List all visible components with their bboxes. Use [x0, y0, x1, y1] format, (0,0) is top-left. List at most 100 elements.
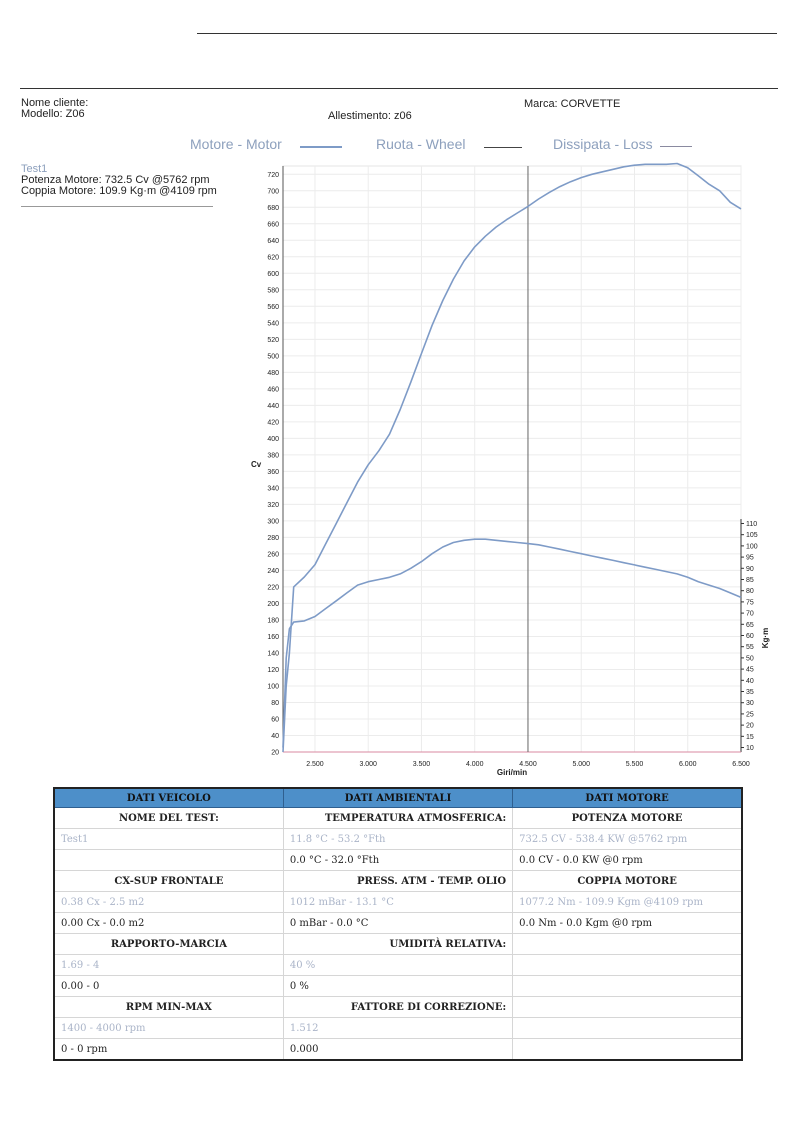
y2-tick-label: 85: [746, 577, 754, 584]
test-name: Test1: [21, 163, 48, 175]
marca-label: Marca: CORVETTE: [524, 98, 621, 110]
table-label-cell: NOME DEL TEST:: [53, 807, 284, 829]
table-label-cell: FATTORE DI CORREZIONE:: [282, 996, 514, 1018]
dyno-chart: 20 40 60 80 100 120 140 160 180 200 220 240 260 280 30…: [251, 162, 770, 777]
x-tick-label: 6.000: [679, 761, 697, 768]
y-tick-label: 700: [267, 188, 279, 195]
table-label-cell: COPPIA MOTORE: [512, 870, 743, 892]
table-row: NOME DEL TEST: TEMPERATURA ATMOSFERICA: PO…: [53, 807, 743, 829]
y-tick-label: 20: [271, 750, 279, 757]
table-value-cell: 0.0 Nm - 0.0 Kgm @0 rpm: [512, 912, 743, 934]
table-label-cell: [512, 933, 743, 955]
table-value-cell: 0.0 CV - 0.0 KW @0 rpm: [512, 849, 743, 871]
header-dati-veicolo: DATI VEICOLO: [53, 787, 284, 808]
table-row: 0.00 Cx - 0.0 m2 0 mBar - 0.0 °C 0.0 Nm - …: [53, 912, 743, 934]
table-label-cell: RAPPORTO-MARCIA: [53, 933, 284, 955]
y2-tick-label: 95: [746, 555, 754, 562]
test-coppia: Coppia Motore: 109.9 Kg·m @4109 rpm: [21, 185, 217, 197]
y2-tick-label: 40: [746, 678, 754, 685]
y-tick-label: 380: [267, 452, 279, 459]
table-value-cell: Test1: [53, 828, 284, 850]
y-tick-label: 260: [267, 551, 279, 558]
legend-wheel: Ruota - Wheel: [376, 136, 466, 152]
table-value-cell: 0.000: [282, 1038, 514, 1061]
y-tick-label: 80: [271, 700, 279, 707]
y-tick-label: 480: [267, 370, 279, 377]
legend-motor: Motore - Motor: [190, 136, 282, 152]
y2-tick-label: 80: [746, 588, 754, 595]
plot-frame: [282, 165, 742, 753]
table-value-cell: [512, 1017, 743, 1039]
chart-axes: 20 40 60 80 100 120 140 160 180 200 220 240 260 280 30…: [267, 166, 758, 768]
chart-series: [282, 162, 742, 753]
y-tick-label: 280: [267, 535, 279, 542]
table-value-cell: 1012 mBar - 13.1 °C: [282, 891, 514, 913]
header-dati-motore: DATI MOTORE: [512, 787, 743, 808]
legend-loss: Dissipata - Loss: [553, 136, 653, 152]
test-data-table: DATI VEICOLO DATI AMBIENTALI DATI MOTORE…: [53, 787, 743, 1061]
x-tick-label: 3.500: [413, 761, 431, 768]
table-row: 0.38 Cx - 2.5 m2 1012 mBar - 13.1 °C 1077.…: [53, 891, 743, 913]
table-value-cell: [53, 849, 284, 871]
header-bottom-rule: [20, 88, 778, 89]
table-label-cell: TEMPERATURA ATMOSFERICA:: [282, 807, 514, 829]
y2-tick-label: 30: [746, 700, 754, 707]
x-tick-label: 2.500: [306, 761, 324, 768]
y2-tick-label: 60: [746, 633, 754, 640]
nome-cliente-label: Nome cliente:: [21, 97, 89, 109]
y-tick-label: 400: [267, 436, 279, 443]
modello-label: Modello: Z06: [21, 108, 85, 120]
table-row: 1400 - 4000 rpm 1.512: [53, 1017, 743, 1039]
y-tick-label: 240: [267, 568, 279, 575]
y2-tick-label: 100: [746, 543, 758, 550]
y-tick-label: 600: [267, 271, 279, 278]
table-label-cell: UMIDITÀ RELATIVA:: [282, 933, 514, 955]
y-tick-label: 460: [267, 386, 279, 393]
y-tick-label: 40: [271, 733, 279, 740]
y-tick-label: 660: [267, 221, 279, 228]
legend-motor-line: [300, 146, 342, 148]
x-tick-label: 5.500: [626, 761, 644, 768]
x-tick-label: 4.500: [519, 761, 537, 768]
power-curve: [282, 162, 742, 753]
table-value-cell: 0.0 °C - 32.0 °Fth: [282, 849, 514, 871]
table-value-cell: 1077.2 Nm - 109.9 Kgm @4109 rpm: [512, 891, 743, 913]
y2-tick-label: 20: [746, 723, 754, 730]
legend-loss-line: [660, 146, 692, 147]
y2-tick-label: 70: [746, 611, 754, 618]
table-value-cell: 0.00 - 0: [53, 975, 284, 997]
y2-axis-label: Kg·m: [761, 628, 770, 648]
y2-tick-label: 50: [746, 655, 754, 662]
y-tick-label: 540: [267, 320, 279, 327]
y-tick-label: 220: [267, 584, 279, 591]
table-row: RAPPORTO-MARCIA UMIDITÀ RELATIVA:: [53, 933, 743, 955]
x-tick-label: 6.500: [732, 761, 750, 768]
table-value-cell: 0 - 0 rpm: [53, 1038, 284, 1061]
y2-tick-label: 110: [746, 521, 757, 528]
table-value-cell: 1.69 - 4: [53, 954, 284, 976]
y2-tick-label: 65: [746, 622, 754, 629]
chart-grid: [282, 165, 742, 753]
allestimento-label: Allestimento: z06: [328, 110, 412, 122]
table-value-cell: [512, 1038, 743, 1061]
y-tick-label: 200: [267, 601, 279, 608]
table-label-cell: POTENZA MOTORE: [512, 807, 743, 829]
table-label-cell: PRESS. ATM - TEMP. OLIO: [282, 870, 514, 892]
y-tick-label: 340: [267, 485, 279, 492]
y2-tick-label: 90: [746, 566, 754, 573]
table-row: CX-SUP FRONTALE PRESS. ATM - TEMP. OLIO CO…: [53, 870, 743, 892]
y-tick-label: 520: [267, 337, 279, 344]
y-tick-label: 680: [267, 205, 279, 212]
torque-curve: [282, 538, 742, 748]
table-row: 0.0 °C - 32.0 °Fth 0.0 CV - 0.0 KW @0 rpm: [53, 849, 743, 871]
table-value-cell: 0.38 Cx - 2.5 m2: [53, 891, 284, 913]
table-label-cell: RPM MIN-MAX: [53, 996, 284, 1018]
table-value-cell: 0.00 Cx - 0.0 m2: [53, 912, 284, 934]
y-tick-label: 420: [267, 419, 279, 426]
y2-tick-label: 55: [746, 644, 754, 651]
table-value-cell: 40 %: [282, 954, 514, 976]
y2-tick-label: 105: [746, 532, 758, 539]
y-tick-label: 620: [267, 254, 279, 261]
y-tick-label: 60: [271, 716, 279, 723]
